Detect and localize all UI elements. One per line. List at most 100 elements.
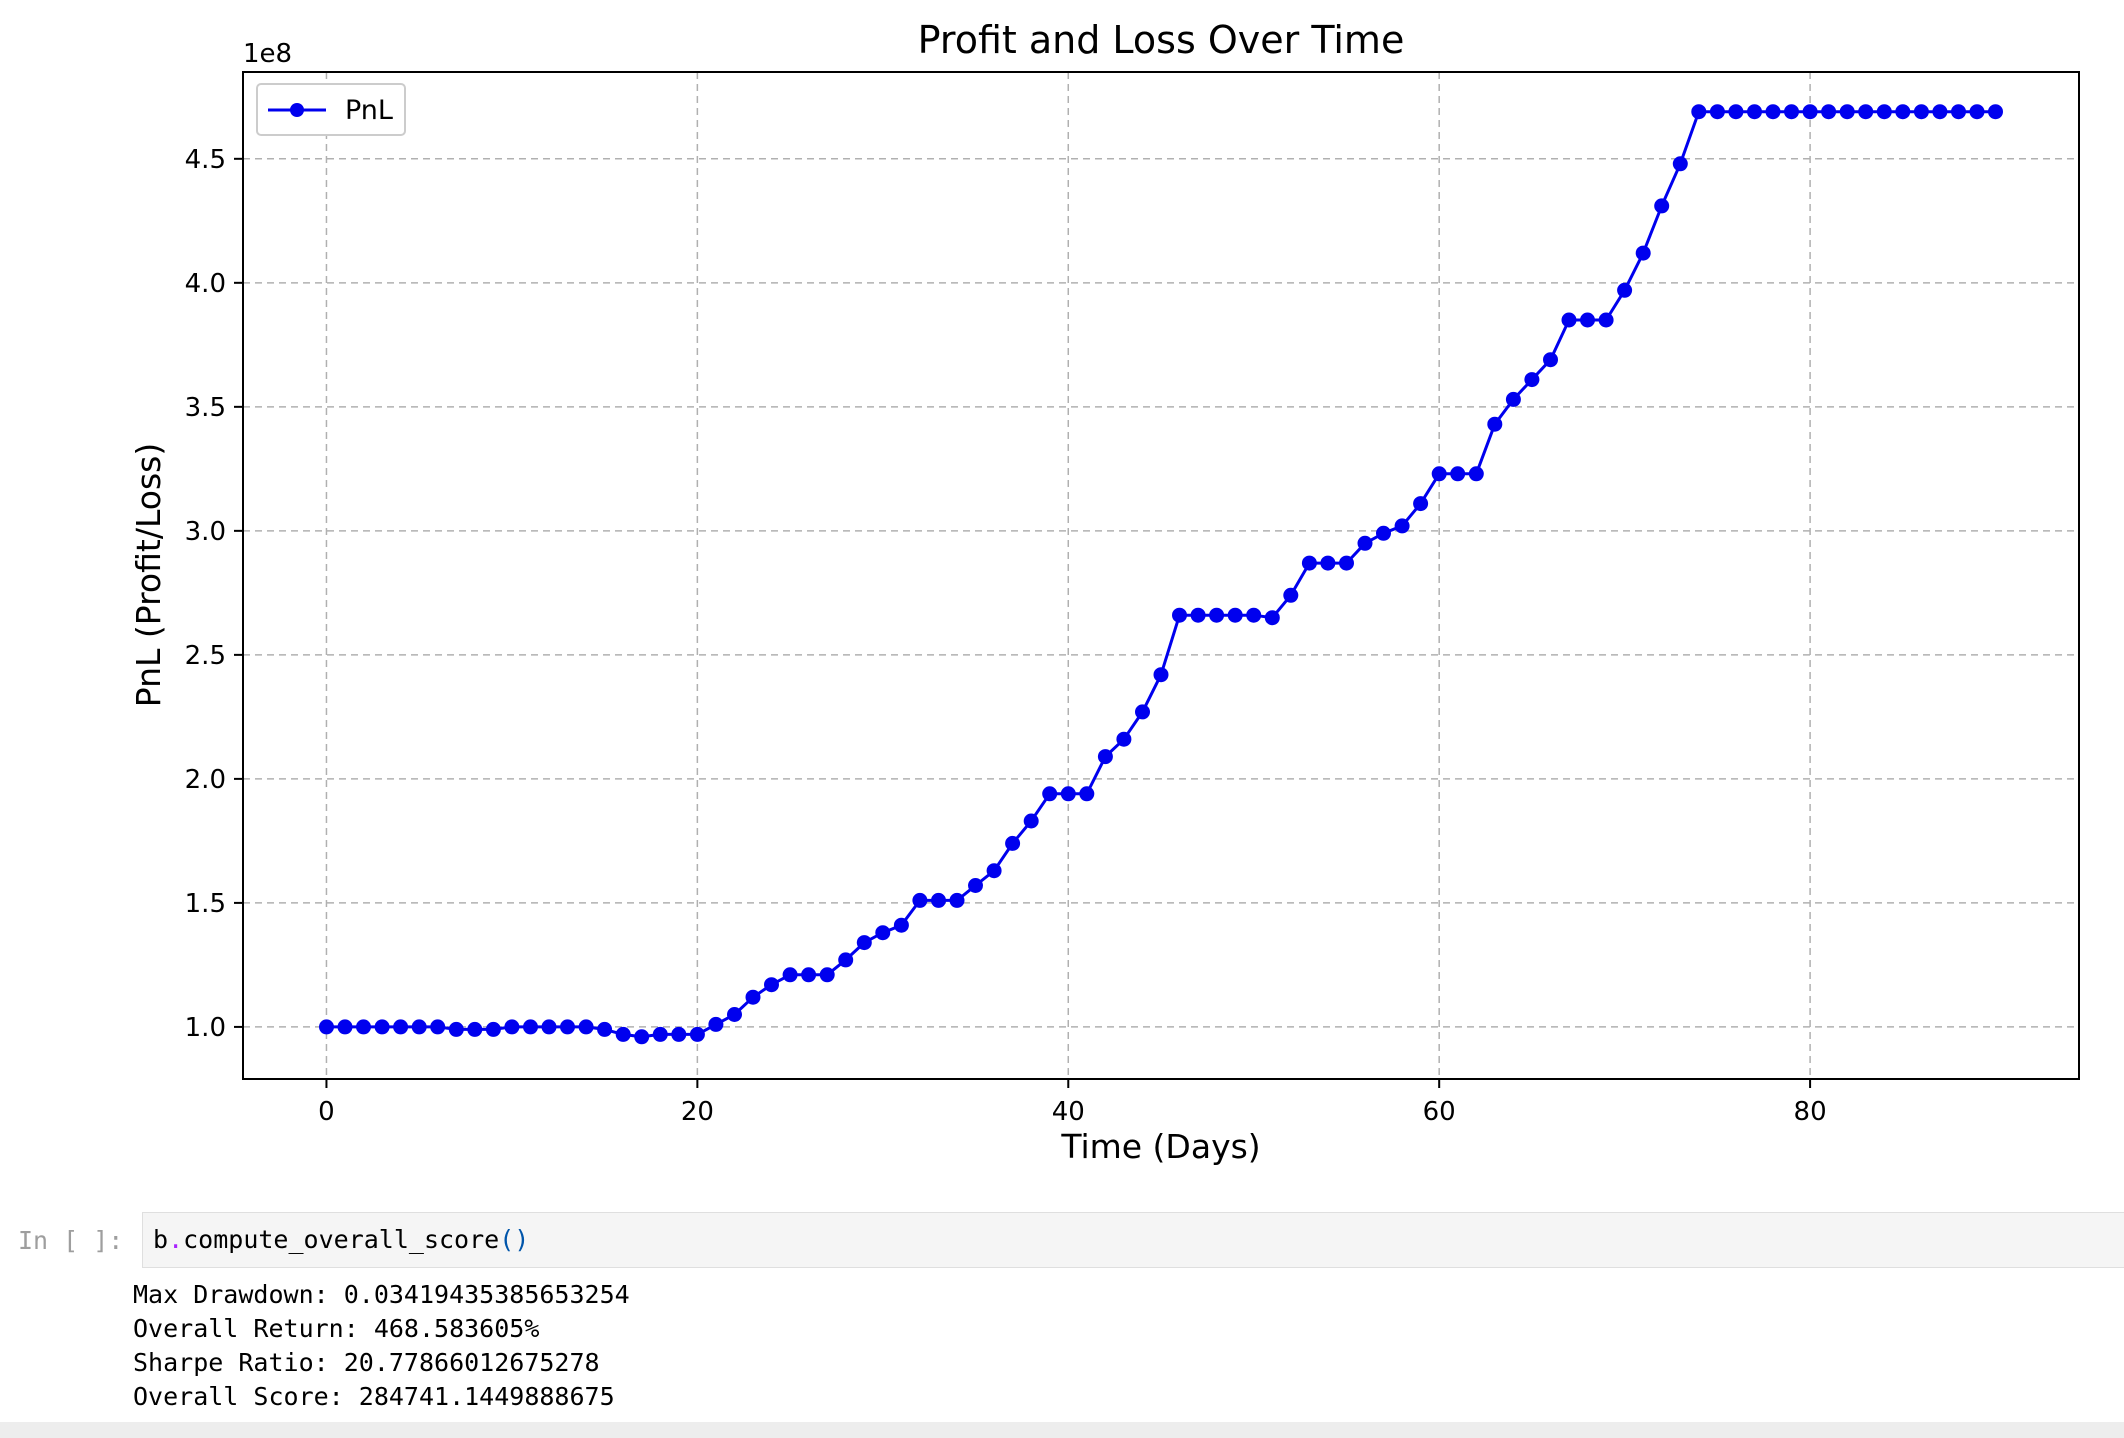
data-point: [949, 892, 965, 908]
data-point: [1802, 104, 1818, 120]
x-tick-label: 40: [1052, 1097, 1085, 1127]
y-offset-label: 1e8: [243, 39, 292, 69]
data-point: [1487, 416, 1503, 432]
data-point: [1264, 610, 1280, 626]
data-point: [1450, 466, 1466, 482]
data-point: [1283, 587, 1299, 603]
pnl-chart: 0 20 40 60 80 1.0 1.5 2.0 2.5 3.0 3.5 4.0 4.5 Profit…: [129, 18, 2080, 1166]
data-point: [504, 1019, 520, 1035]
data-point: [578, 1019, 594, 1035]
y-tick-label: 3.5: [185, 393, 226, 423]
data-point: [1598, 312, 1614, 328]
data-point: [801, 967, 817, 983]
legend: PnL: [256, 83, 406, 136]
data-point: [393, 1019, 409, 1035]
data-point: [708, 1016, 724, 1032]
data-point: [1468, 466, 1484, 482]
data-point: [1413, 496, 1429, 512]
legend-label-pnl: PnL: [345, 95, 393, 126]
data-point: [1079, 786, 1095, 802]
y-axis-label: PnL (Profit/Loss): [129, 443, 168, 707]
y-tick-label: 3.0: [185, 517, 226, 547]
data-point: [597, 1021, 613, 1037]
x-tick-label: 20: [681, 1097, 714, 1127]
data-point: [893, 917, 909, 933]
data-point: [1951, 104, 1966, 120]
data-point: [523, 1019, 538, 1035]
data-point: [356, 1019, 371, 1035]
data-point: [1339, 555, 1354, 571]
data-point: [1543, 352, 1558, 368]
code-input[interactable]: b.compute_overall_score(): [142, 1212, 2124, 1268]
data-point: [1394, 518, 1410, 534]
output-max-drawdown: Max Drawdown: 0.03419435385653254: [133, 1280, 630, 1309]
data-point: [1561, 312, 1577, 328]
data-point: [1969, 104, 1985, 120]
data-point: [1116, 731, 1132, 747]
data-point: [1505, 391, 1521, 407]
data-point: [652, 1026, 668, 1042]
legend-marker-swatch: [290, 103, 304, 117]
y-tick-label: 2.0: [185, 765, 226, 795]
data-point: [541, 1019, 557, 1035]
data-point: [1895, 104, 1911, 120]
x-tick-label: 0: [318, 1097, 335, 1127]
data-point: [782, 967, 798, 983]
data-point: [1431, 466, 1447, 482]
data-point: [1209, 607, 1225, 623]
y-tick-label: 2.5: [185, 641, 226, 671]
data-point: [337, 1019, 353, 1035]
chart-output: 0 20 40 60 80 1.0 1.5 2.0 2.5 3.0 3.5 4.0 4.5 Profit…: [129, 18, 2080, 1166]
data-point: [1524, 372, 1540, 388]
data-point: [1023, 813, 1039, 829]
notebook-cell: In [ ]: b.compute_overall_score(): [0, 1212, 2124, 1270]
data-point: [1709, 104, 1725, 120]
code-method: compute_overall_score: [183, 1225, 500, 1254]
data-point: [1376, 525, 1391, 541]
bottom-scrollbar[interactable]: [0, 1422, 2124, 1438]
code-dot: .: [168, 1225, 184, 1254]
output-overall-return: Overall Return: 468.583605%: [133, 1314, 540, 1343]
data-point: [448, 1021, 464, 1037]
data-point: [1190, 607, 1206, 623]
data-point: [968, 878, 983, 893]
chart-title: Profit and Loss Over Time: [918, 18, 1405, 62]
y-tick-label: 4.0: [185, 269, 226, 299]
data-point: [1858, 104, 1874, 120]
data-point: [856, 935, 872, 951]
data-point: [1153, 667, 1169, 683]
data-point: [430, 1019, 446, 1035]
data-point: [1654, 198, 1670, 214]
output-sharpe-ratio: Sharpe Ratio: 20.77866012675278: [133, 1348, 600, 1377]
data-point: [485, 1021, 501, 1037]
data-point: [1320, 555, 1336, 571]
data-point: [634, 1029, 650, 1045]
x-axis-label: Time (Days): [1060, 1127, 1260, 1166]
data-point: [1876, 104, 1892, 120]
code-parens: (): [499, 1225, 530, 1254]
data-point: [1932, 104, 1948, 120]
data-point: [1580, 312, 1595, 328]
x-tick-label: 60: [1423, 1097, 1456, 1127]
data-point: [838, 952, 854, 968]
data-point: [1747, 104, 1762, 120]
data-point: [1691, 104, 1707, 120]
data-point: [1617, 282, 1633, 298]
data-point: [1301, 555, 1317, 571]
cell-prompt: In [ ]:: [18, 1226, 124, 1255]
data-point: [1839, 104, 1855, 120]
data-point: [1672, 156, 1688, 172]
data-point: [1765, 104, 1781, 120]
data-point: [1042, 786, 1058, 802]
y-tick-label: 1.0: [185, 1013, 226, 1043]
x-tick-label: 80: [1794, 1097, 1827, 1127]
data-point: [1635, 245, 1651, 261]
series-line-pnl: [326, 110, 1996, 1039]
data-point: [671, 1026, 687, 1042]
data-point: [1060, 786, 1076, 802]
data-point: [1988, 104, 2003, 120]
data-point: [374, 1019, 390, 1035]
data-point: [1005, 835, 1021, 851]
data-point: [1913, 104, 1929, 120]
data-point: [931, 892, 946, 908]
